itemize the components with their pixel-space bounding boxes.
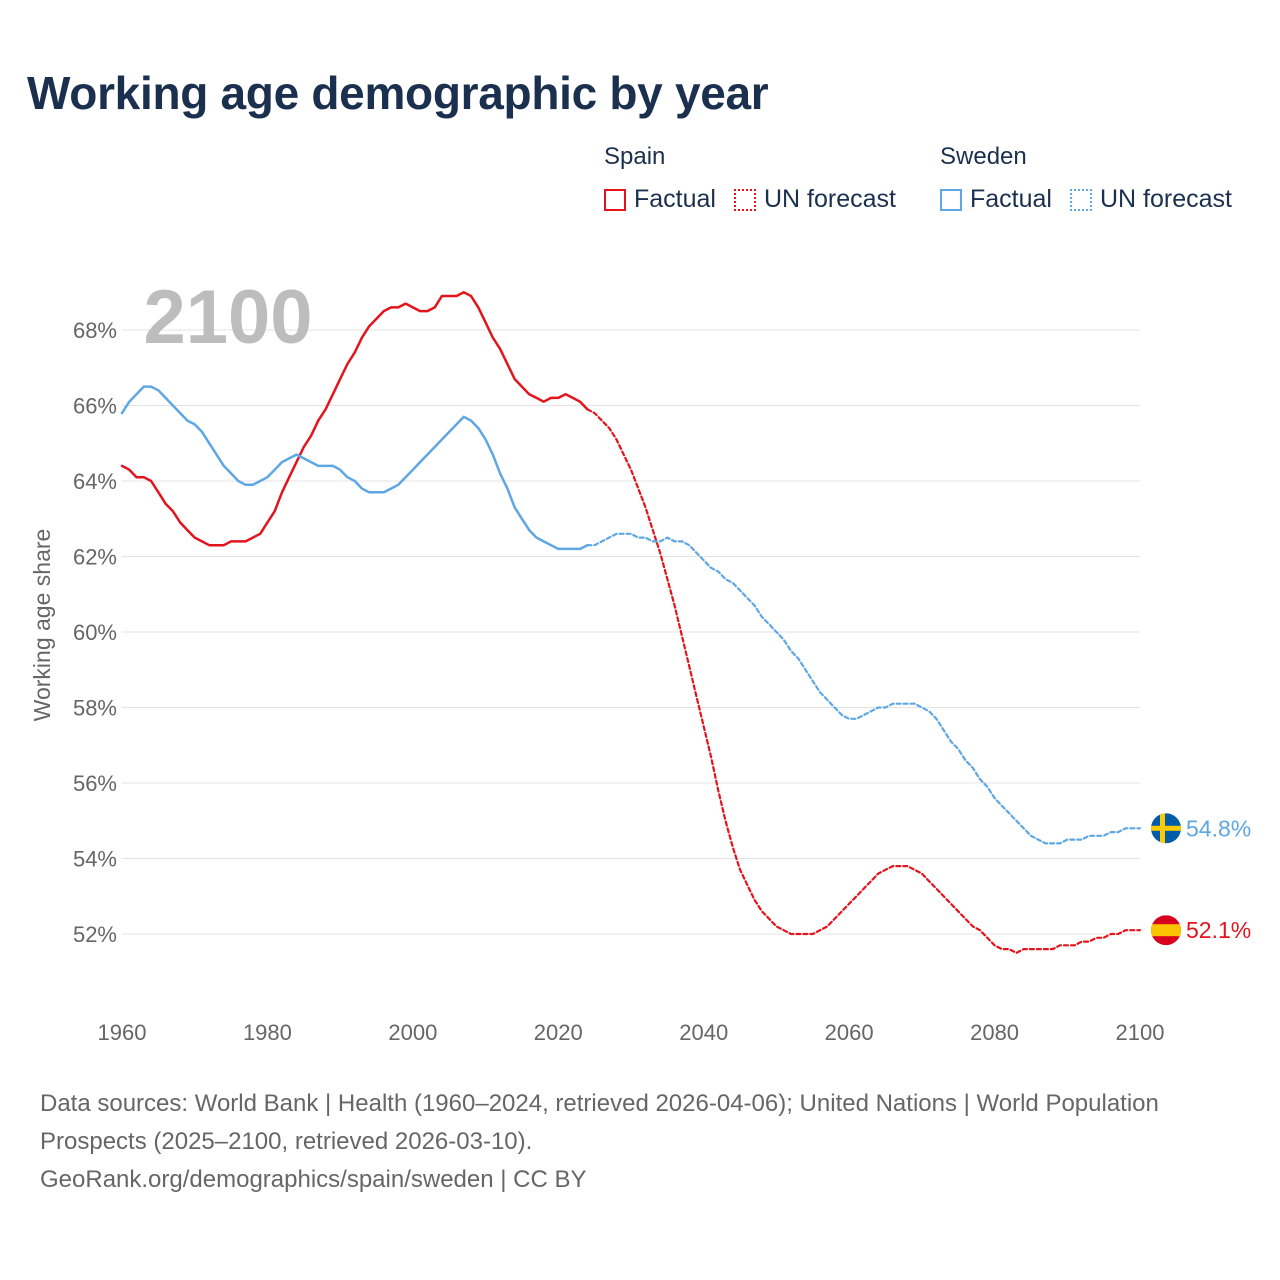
source-line-1: Data sources: World Bank | Health (1960–… xyxy=(40,1090,1159,1155)
x-tick-label: 1960 xyxy=(98,1020,147,1045)
x-tick-label: 2080 xyxy=(970,1020,1019,1045)
y-axis-label: Working age share xyxy=(29,529,55,722)
y-tick-label: 58% xyxy=(73,696,117,721)
series-line-sweden-forecast[interactable] xyxy=(586,532,1142,845)
legend-label-sweden-factual: Factual xyxy=(970,185,1052,213)
source-note: Data sources: World Bank | Health (1960–… xyxy=(40,1085,1240,1199)
legend-group-sweden: Sweden Factual UN forecast xyxy=(940,143,1250,214)
legend-label-spain-forecast: UN forecast xyxy=(763,185,896,213)
y-tick-label: 64% xyxy=(73,469,117,494)
x-tick-label: 2040 xyxy=(679,1020,728,1045)
series-line-sweden-factual[interactable] xyxy=(120,385,589,551)
spain-flag-icon xyxy=(1151,915,1181,946)
y-tick-label: 66% xyxy=(73,394,117,419)
end-value-label-spain: 52.1% xyxy=(1186,917,1251,943)
sweden-flag-icon xyxy=(1151,813,1181,844)
legend-label-sweden-forecast: UN forecast xyxy=(1099,185,1232,213)
x-tick-label: 2020 xyxy=(534,1020,583,1045)
y-tick-label: 52% xyxy=(73,922,117,947)
legend-item-sweden-forecast[interactable]: UN forecast xyxy=(1069,185,1232,214)
source-line-2: GeoRank.org/demographics/spain/sweden | … xyxy=(40,1166,587,1193)
y-tick-label: 68% xyxy=(73,318,117,343)
legend-label-spain-factual: Factual xyxy=(634,185,716,213)
legend-group-label-sweden: Sweden xyxy=(940,143,1027,170)
chart-title: Working age demographic by year xyxy=(27,67,769,119)
legend-swatch-spain-factual xyxy=(604,188,626,211)
y-tick-label: 62% xyxy=(73,545,117,570)
series-line-spain-factual[interactable] xyxy=(120,291,589,547)
legend-group-label-spain: Spain xyxy=(604,143,666,170)
series-line-spain-forecast[interactable] xyxy=(586,408,1142,955)
x-tick-label: 2060 xyxy=(825,1020,874,1045)
end-value-label-sweden: 54.8% xyxy=(1186,815,1251,841)
legend-group-spain: Spain Factual UN forecast xyxy=(604,143,914,214)
legend-item-spain-forecast[interactable]: UN forecast xyxy=(733,185,896,214)
x-tick-label: 1980 xyxy=(243,1020,292,1045)
year-watermark: 2100 xyxy=(143,275,312,360)
legend-item-sweden-factual[interactable]: Factual xyxy=(940,185,1052,214)
x-tick-label: 2000 xyxy=(388,1020,437,1045)
legend-item-spain-factual[interactable]: Factual xyxy=(604,185,716,214)
legend-swatch-sweden-forecast xyxy=(1069,188,1092,211)
y-tick-label: 56% xyxy=(73,771,117,796)
y-tick-label: 60% xyxy=(73,620,117,645)
y-tick-label: 54% xyxy=(73,847,117,872)
legend-swatch-spain-forecast xyxy=(733,188,756,211)
x-tick-label: 2100 xyxy=(1116,1020,1165,1045)
legend-swatch-sweden-factual xyxy=(940,188,962,211)
line-chart: 52% 54% 56% 58% 60% 62% 64% 66% 68% 1960 1980 2000 2… xyxy=(29,275,1251,1045)
